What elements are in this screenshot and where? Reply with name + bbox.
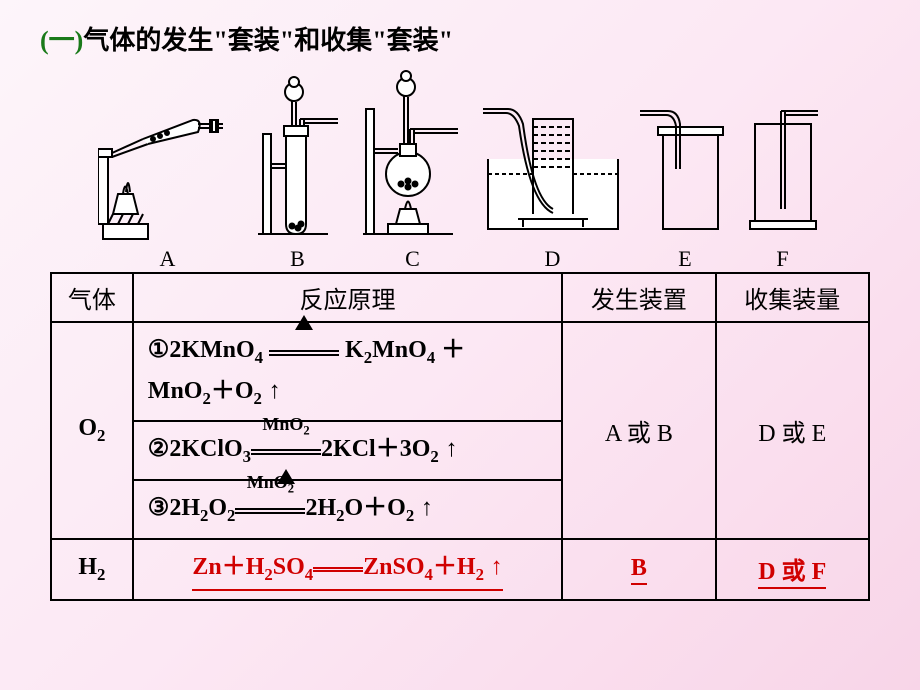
apparatus-f: F — [743, 109, 823, 272]
apparatus-b-svg — [248, 74, 348, 244]
cell-o2-generator: A 或 B — [562, 322, 715, 539]
apparatus-c-label: C — [405, 246, 420, 272]
header-generator: 发生装置 — [562, 273, 715, 322]
cell-o2-collector: D 或 E — [716, 322, 869, 539]
apparatus-e-svg — [638, 109, 733, 244]
cell-h2-generator: B — [562, 539, 715, 601]
apparatus-b: B — [248, 74, 348, 272]
apparatus-e: E — [638, 109, 733, 272]
apparatus-e-label: E — [678, 246, 691, 272]
title-text: 气体的发生"套装"和收集"套装" — [83, 26, 453, 55]
table-row-o2-1: O2 ①2KMnO4 K2MnO4 ＋ MnO2＋O2 ↑ A 或 B D 或 … — [51, 322, 869, 421]
apparatus-f-label: F — [776, 246, 788, 272]
reaction-table: 气体 反应原理 发生装置 收集装量 O2 ①2KMnO4 K2MnO4 ＋ Mn… — [50, 272, 870, 601]
apparatus-c: C — [358, 69, 468, 272]
cell-h2-collector: D 或 F — [716, 539, 869, 601]
table-header-row: 气体 反应原理 发生装置 收集装量 — [51, 273, 869, 322]
header-collector: 收集装量 — [716, 273, 869, 322]
apparatus-diagram-row: A B — [40, 72, 880, 272]
cell-o2-eq2: ②2KClO3MnO22KCl＋3O2 ↑ — [133, 421, 562, 480]
header-gas: 气体 — [51, 273, 133, 322]
apparatus-d: D — [478, 99, 628, 272]
cell-o2-gas: O2 — [51, 322, 133, 539]
cell-h2-eq: Zn＋H2SO4ZnSO4＋H2 ↑ — [133, 539, 562, 601]
header-principle: 反应原理 — [133, 273, 562, 322]
apparatus-a: A — [98, 84, 238, 272]
cell-o2-eq1: ①2KMnO4 K2MnO4 ＋ MnO2＋O2 ↑ — [133, 322, 562, 421]
cell-h2-gas: H2 — [51, 539, 133, 601]
cell-o2-eq3: ③2H2O2MnO22H2O＋O2 ↑ — [133, 480, 562, 539]
apparatus-a-svg — [98, 84, 238, 244]
section-title: (一)气体的发生"套装"和收集"套装" — [40, 20, 880, 57]
title-prefix: (一) — [40, 26, 83, 55]
table-row-h2: H2 Zn＋H2SO4ZnSO4＋H2 ↑ B D 或 F — [51, 539, 869, 601]
apparatus-d-svg — [478, 99, 628, 244]
apparatus-a-label: A — [160, 246, 176, 272]
apparatus-f-svg — [743, 109, 823, 244]
apparatus-b-label: B — [290, 246, 305, 272]
apparatus-c-svg — [358, 69, 468, 244]
apparatus-d-label: D — [545, 246, 561, 272]
